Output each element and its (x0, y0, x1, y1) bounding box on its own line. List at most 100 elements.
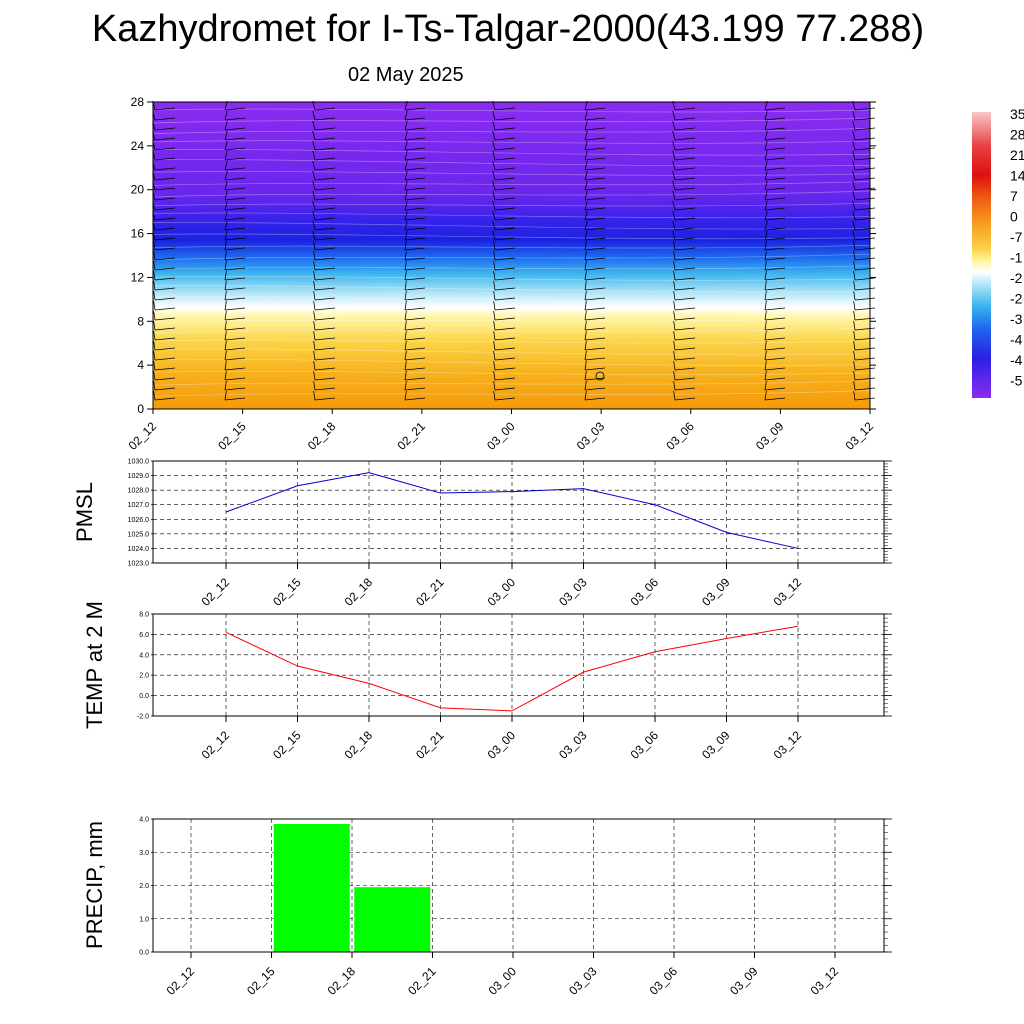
wind-barb (853, 350, 856, 361)
x-tick-label: 03_12 (843, 419, 877, 453)
wind-barb (153, 290, 156, 301)
wind-barb-shaft (854, 157, 876, 161)
wind-barb (224, 210, 228, 221)
wind-barb-shaft (764, 347, 786, 351)
wind-barb-shaft (404, 257, 426, 261)
wind-barb (584, 360, 587, 371)
wind-barb (224, 230, 228, 241)
wind-barb-shaft (404, 357, 426, 361)
wind-barb-shaft (404, 287, 426, 291)
wind-barb (673, 240, 676, 251)
wind-barb (313, 300, 316, 311)
wind-barb-shaft (584, 237, 606, 241)
wind-barb-shaft (584, 307, 606, 311)
wind-barb (673, 320, 676, 331)
wind-barb (584, 190, 588, 201)
wind-barb (404, 330, 407, 341)
wind-barb-shaft (494, 187, 516, 191)
wind-barb (493, 390, 496, 401)
wind-barb-shaft (584, 217, 606, 221)
wind-barb-shaft (224, 197, 246, 201)
y-tick-label: 2.0 (139, 673, 149, 680)
wind-barb-shaft (494, 367, 516, 371)
wind-barb (492, 180, 496, 191)
x-tick-label: 02_12 (164, 964, 198, 998)
wind-barb (584, 220, 588, 231)
wind-barb-shaft (764, 197, 786, 201)
x-tick-label: 03_00 (484, 419, 518, 453)
wind-barb (672, 160, 676, 171)
contour-line (152, 222, 871, 230)
wind-barb (312, 160, 316, 171)
x-tick-label: 02_12 (199, 728, 233, 762)
wind-barb (672, 150, 676, 161)
wind-barb-shaft (404, 137, 426, 141)
wind-barb (153, 360, 156, 371)
wind-barb (493, 350, 496, 361)
wind-barb (312, 110, 316, 121)
wind-barb (313, 290, 316, 301)
wind-barb (493, 380, 496, 391)
y-tick-label: 4.0 (139, 817, 149, 824)
wind-barb (584, 110, 588, 121)
wind-barb-shaft (584, 197, 606, 201)
wind-barb (312, 130, 316, 141)
wind-barb-shaft (404, 387, 426, 391)
wind-barb-shaft (224, 127, 246, 131)
wind-barb (153, 340, 156, 351)
wind-barb-shaft (674, 257, 696, 261)
wind-barb (224, 220, 228, 231)
wind-barb-shaft (494, 327, 516, 331)
x-tick-label: 02_12 (126, 419, 160, 453)
wind-barb (584, 130, 588, 141)
wind-barb (673, 340, 676, 351)
wind-barb-shaft (314, 347, 336, 351)
wind-barb (153, 280, 156, 291)
wind-barb-shaft (764, 297, 786, 301)
wind-barb-shaft (494, 147, 516, 151)
wind-barb (853, 290, 856, 301)
wind-barb (584, 150, 588, 161)
wind-barb (584, 390, 587, 401)
wind-barb (852, 230, 856, 241)
wind-barb-shaft (154, 247, 176, 251)
wind-barb-shaft (224, 267, 246, 271)
precip-y-axis-label: PRECIP, mm (82, 821, 107, 949)
x-tick-label: 02_18 (325, 964, 359, 998)
wind-barb (672, 230, 676, 241)
wind-barb-shaft (764, 307, 786, 311)
wind-barb-shaft (314, 277, 336, 281)
x-tick-label: 03_06 (628, 575, 662, 609)
wind-barb (672, 180, 676, 191)
wind-barb (492, 230, 496, 241)
wind-barb (764, 350, 767, 361)
wind-barb-shaft (584, 227, 606, 231)
pmsl-y-axis-label: PMSL (72, 482, 97, 542)
y-tick-label: 0.0 (139, 950, 149, 957)
colorbar-label: -1 (1010, 250, 1023, 266)
wind-barb (853, 320, 856, 331)
wind-barb-shaft (314, 117, 336, 121)
wind-barb-shaft (494, 137, 516, 141)
wind-barb-shaft (674, 297, 696, 301)
y-tick-label: 1026.0 (128, 517, 150, 524)
wind-barb-shaft (224, 247, 246, 251)
wind-barb (404, 200, 408, 211)
contour-line (152, 380, 871, 386)
wind-barb (853, 250, 856, 261)
wind-barb-shaft (224, 207, 246, 211)
wind-barb-shaft (584, 247, 606, 251)
y-tick-label: 6.0 (139, 632, 149, 639)
wind-barb-shaft (674, 337, 696, 341)
wind-barb (153, 260, 156, 271)
wind-barb-shaft (154, 357, 176, 361)
wind-barb-shaft (854, 107, 876, 111)
wind-barb-shaft (674, 237, 696, 241)
wind-barb (764, 140, 768, 151)
wind-barb (404, 120, 408, 131)
wind-barb (764, 300, 767, 311)
wind-barb-shaft (314, 227, 336, 231)
wind-barbs (152, 100, 876, 401)
wind-barb (672, 110, 676, 121)
wind-barb (584, 120, 588, 131)
